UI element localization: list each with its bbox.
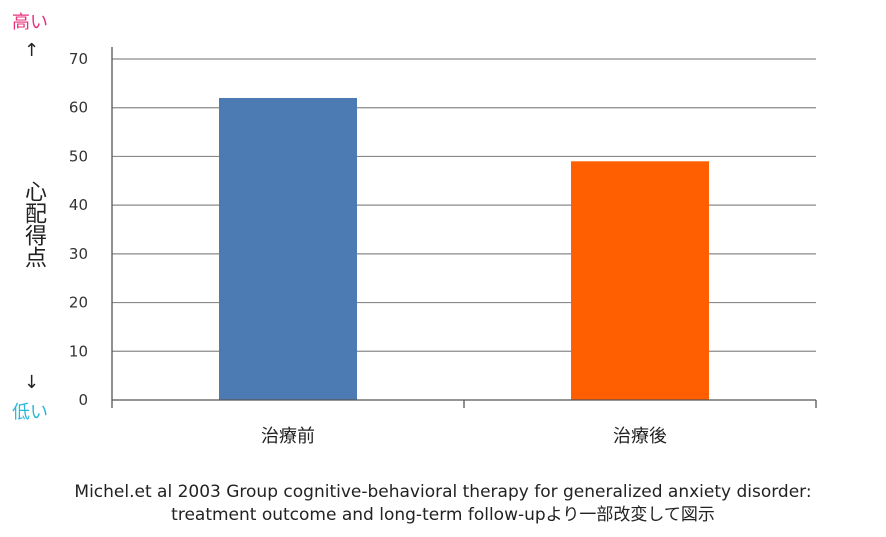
arrow-up-icon: ↑: [24, 40, 40, 61]
source-caption: Michel.et al 2003 Group cognitive-behavi…: [0, 481, 886, 527]
arrow-down-icon: ↓: [24, 372, 40, 393]
y-tick-labels: 0 10 20 30 40 50 60 70: [69, 50, 88, 409]
y-tick-label: 0: [78, 391, 88, 409]
y-axis-label: 心配得点: [21, 180, 46, 268]
y-tick-label: 30: [69, 245, 88, 263]
axes: [111, 47, 817, 408]
bar-chart: 0 10 20 30 40 50 60 70 治療前 治療後: [69, 47, 817, 447]
y-tick-label: 50: [69, 147, 88, 165]
caption-line-1: Michel.et al 2003 Group cognitive-behavi…: [74, 482, 812, 502]
x-category-label: 治療前: [261, 426, 315, 447]
high-indicator-label: 高い: [12, 12, 48, 33]
bar: [219, 97, 357, 400]
low-indicator-label: 低い: [12, 402, 48, 423]
gridlines: [112, 58, 816, 352]
y-tick-label: 60: [69, 99, 88, 117]
caption-line-2: treatment outcome and long-term follow-u…: [171, 505, 715, 525]
category-labels: 治療前 治療後: [261, 426, 667, 447]
y-tick-label: 70: [69, 50, 88, 68]
y-tick-label: 10: [69, 342, 88, 360]
y-tick-label: 40: [69, 196, 88, 214]
bars: [219, 97, 709, 400]
bar: [571, 161, 709, 400]
x-category-label: 治療後: [613, 426, 667, 447]
y-tick-label: 20: [69, 294, 88, 312]
